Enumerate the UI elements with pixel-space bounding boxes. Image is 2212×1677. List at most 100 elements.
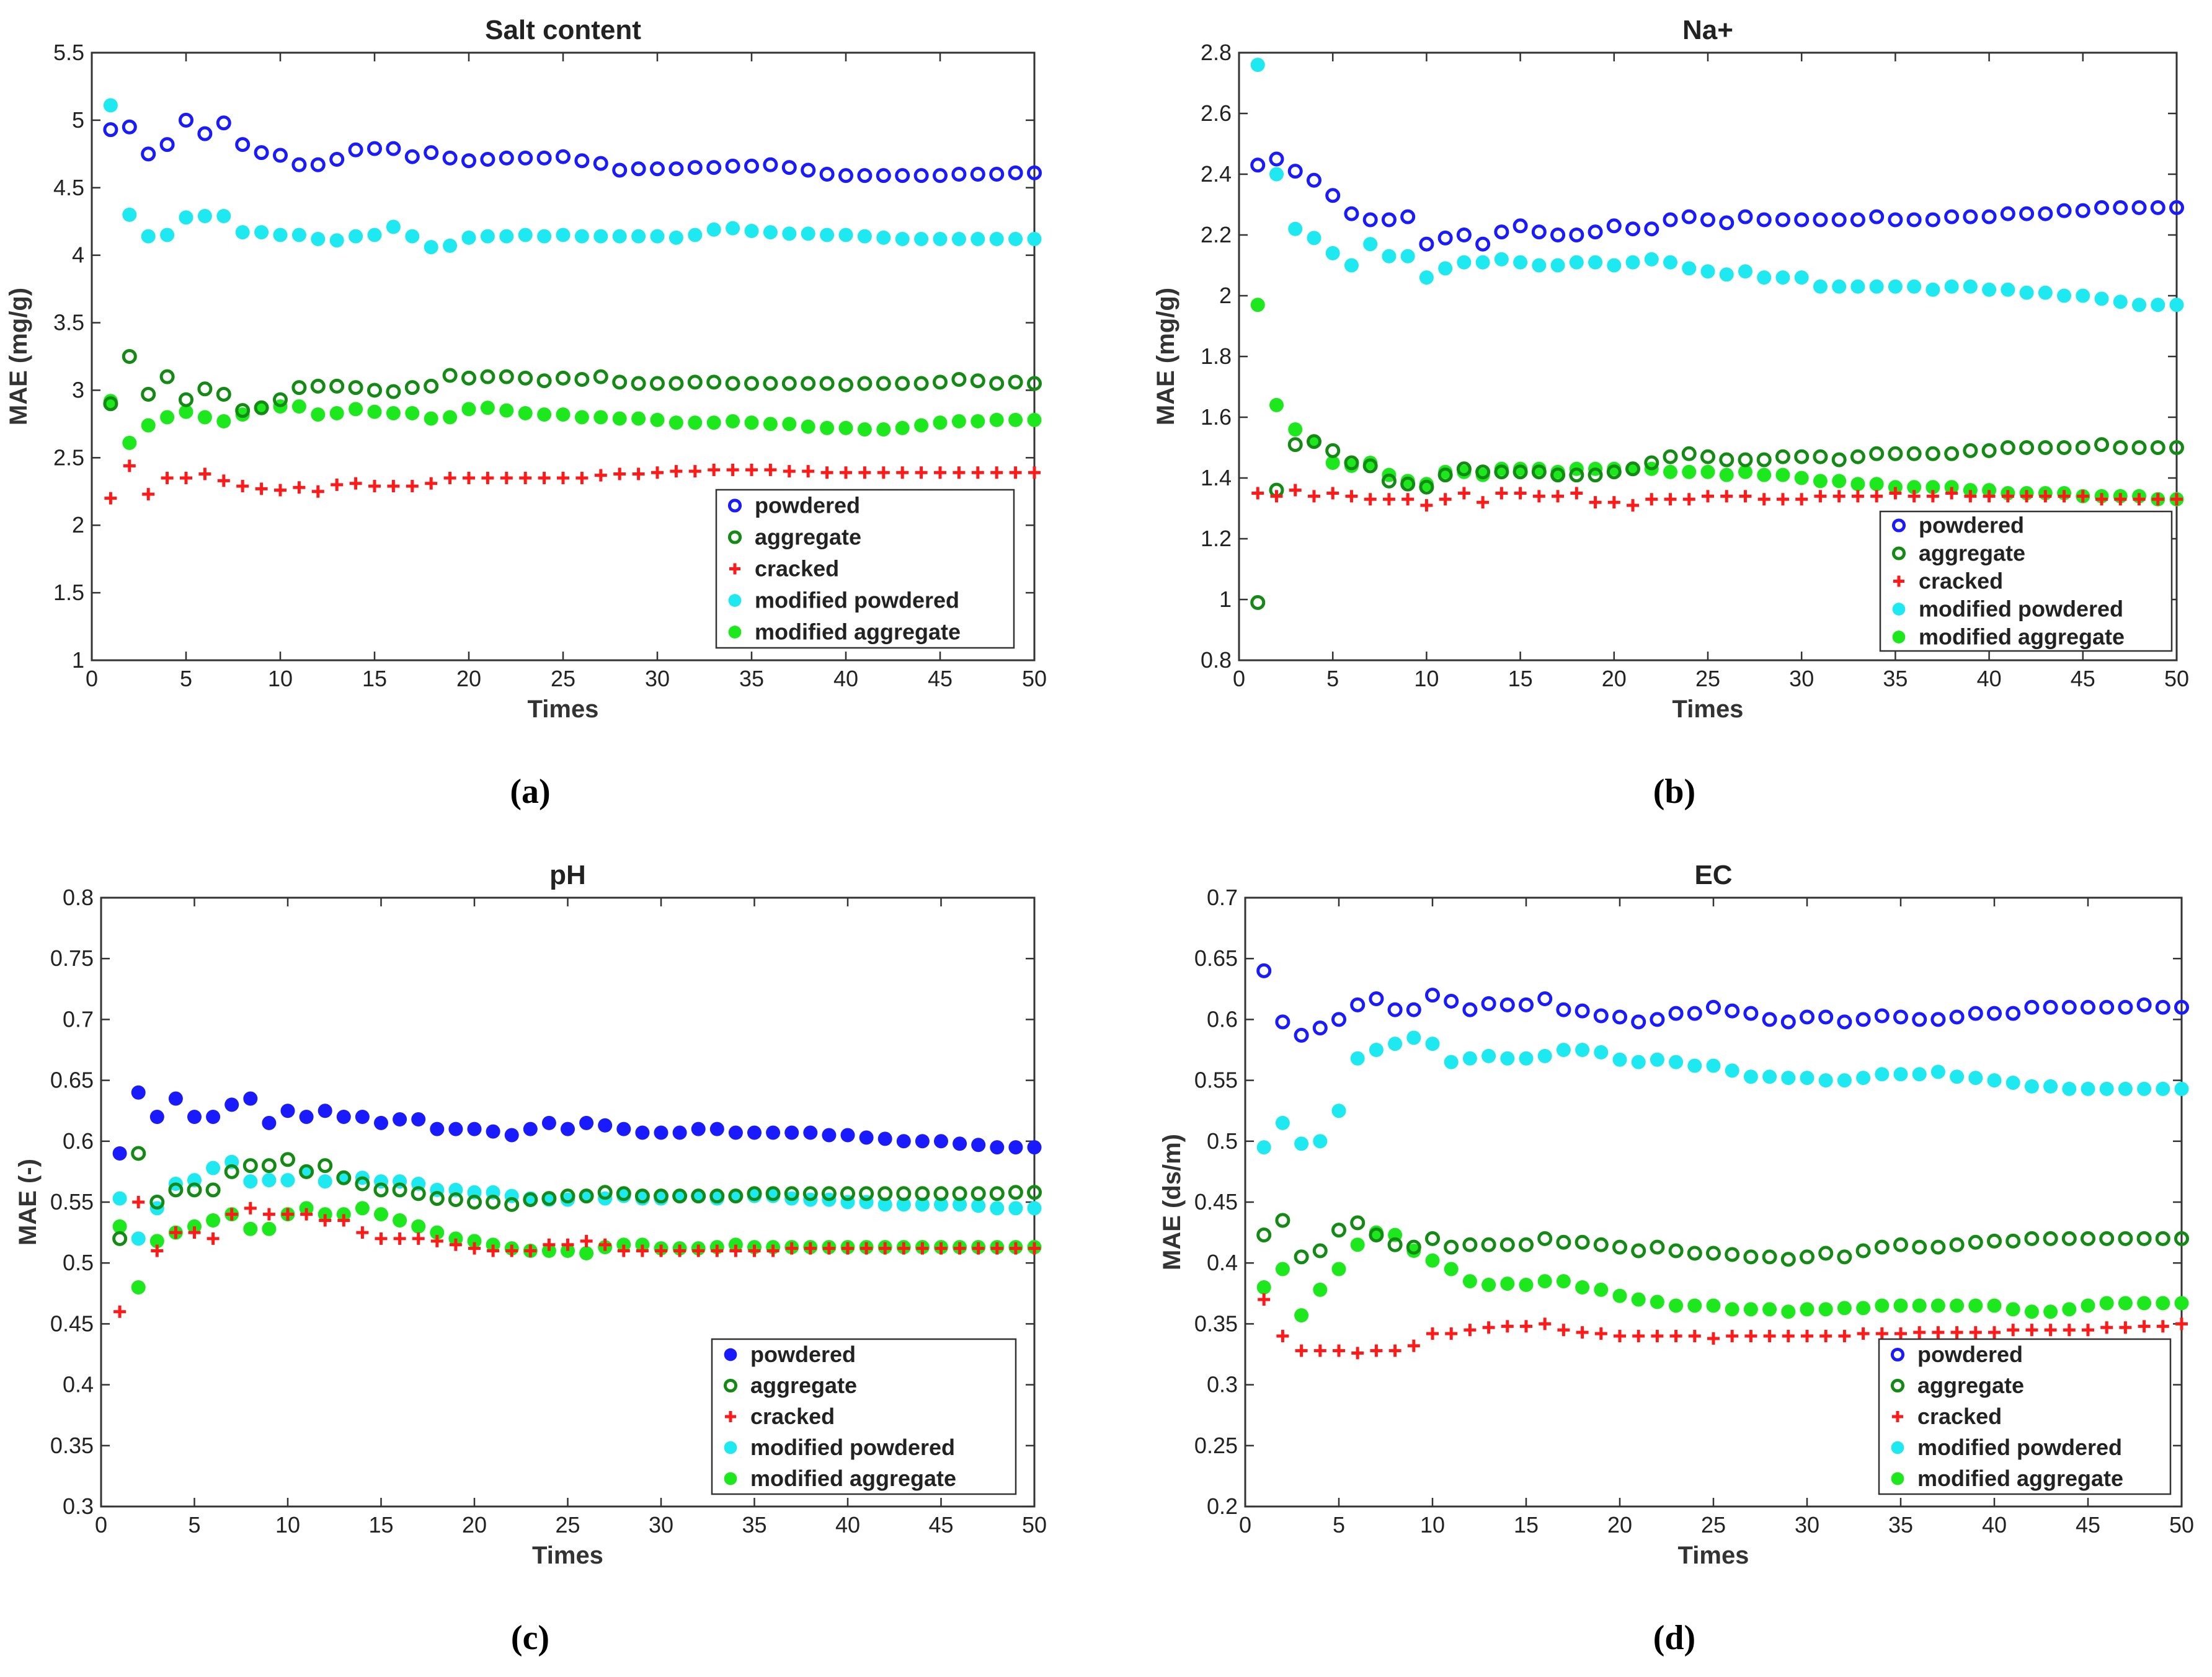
data-point — [989, 1186, 1005, 1201]
data-point — [2024, 999, 2040, 1015]
data-point — [1008, 1140, 1023, 1155]
x-tick-label: 25 — [551, 666, 575, 691]
data-point — [2024, 1304, 2039, 1319]
x-tick-label: 5 — [1333, 1512, 1345, 1538]
series-powdered — [1256, 963, 2189, 1043]
x-tick-label: 10 — [1420, 1512, 1445, 1538]
data-point — [461, 370, 476, 386]
data-point — [367, 141, 382, 156]
data-point — [952, 1186, 967, 1201]
data-point — [131, 1085, 146, 1100]
x-tick-label: 45 — [928, 1512, 953, 1538]
data-point — [149, 1110, 164, 1125]
legend-marker — [723, 1378, 738, 1393]
legend-marker — [724, 1472, 737, 1485]
x-tick-label: 50 — [2164, 666, 2189, 691]
data-point — [1908, 490, 1921, 503]
data-point — [336, 1110, 351, 1125]
data-point — [1027, 1140, 1042, 1155]
x-axis-label: Times — [1672, 696, 1744, 723]
data-point — [1537, 1231, 1553, 1246]
data-point — [293, 481, 306, 494]
data-point — [411, 1186, 426, 1201]
data-point — [915, 1197, 930, 1212]
data-point — [2174, 999, 2189, 1015]
data-point — [149, 1234, 164, 1249]
data-point — [2118, 1081, 2133, 1096]
data-point — [1719, 467, 1734, 482]
data-point — [580, 1234, 593, 1247]
data-point — [1800, 1009, 1814, 1025]
data-point — [1499, 1237, 1515, 1252]
data-point — [801, 162, 816, 178]
data-point — [424, 411, 438, 426]
x-tick-label: 45 — [2076, 1512, 2100, 1538]
data-point — [235, 137, 251, 153]
data-point — [537, 229, 552, 244]
data-point — [857, 168, 873, 184]
data-point — [1556, 1043, 1571, 1057]
data-point — [537, 407, 552, 422]
data-point — [2075, 440, 2090, 455]
data-point — [1438, 464, 1453, 479]
data-point — [972, 1242, 985, 1255]
data-point — [168, 1091, 183, 1106]
data-point — [179, 404, 193, 419]
legend-box — [1879, 510, 2173, 652]
data-point — [2151, 493, 2164, 506]
data-point — [541, 1191, 557, 1206]
data-point — [1837, 1249, 1852, 1265]
data-point — [481, 472, 494, 484]
data-point — [349, 229, 363, 244]
data-point — [1988, 1326, 2001, 1339]
data-point — [1907, 279, 1922, 294]
data-point — [168, 1182, 184, 1198]
data-point — [1663, 449, 1678, 464]
data-point — [1575, 1234, 1590, 1250]
y-tick-label: 2.4 — [1201, 161, 1232, 187]
data-point — [668, 415, 683, 430]
data-point — [1575, 1280, 1590, 1294]
data-point — [1981, 443, 1997, 458]
data-point — [990, 1201, 1005, 1216]
data-point — [1831, 212, 1847, 228]
data-point — [971, 1138, 986, 1153]
data-point — [1851, 490, 1864, 503]
data-point — [763, 417, 778, 431]
data-point — [1456, 461, 1472, 477]
data-point — [1008, 165, 1023, 180]
data-point — [1926, 490, 1939, 503]
data-point — [1369, 991, 1384, 1007]
data-point — [404, 380, 420, 396]
data-point — [1889, 487, 1902, 500]
data-point — [2038, 206, 2053, 221]
legend-entry: modified aggregate — [1919, 624, 2125, 650]
data-point — [765, 1186, 781, 1201]
data-point — [1627, 499, 1640, 512]
data-point — [2099, 1081, 2114, 1096]
x-tick-label: 45 — [928, 666, 953, 691]
data-point — [1400, 474, 1415, 489]
data-point — [1631, 1014, 1646, 1030]
data-point — [612, 229, 627, 244]
data-point — [1594, 1327, 1607, 1340]
data-point — [2114, 493, 2127, 506]
data-point — [687, 160, 703, 175]
data-point — [598, 1118, 613, 1133]
legend-entry: aggregate — [1919, 541, 2025, 566]
data-point — [225, 1208, 238, 1221]
data-point — [2094, 437, 2110, 453]
data-point — [2113, 440, 2128, 455]
data-point — [1763, 1330, 1776, 1343]
data-point — [1857, 1327, 1870, 1340]
y-tick-label: 0.8 — [63, 885, 94, 910]
data-point — [840, 1186, 855, 1201]
data-point — [1888, 212, 1903, 228]
data-point — [244, 1201, 257, 1215]
legend-entry: cracked — [755, 556, 839, 582]
data-point — [1382, 493, 1395, 506]
data-point — [448, 1192, 463, 1208]
data-point — [1650, 1052, 1664, 1067]
y-tick-label: 0.8 — [1201, 647, 1232, 673]
data-point — [560, 1188, 575, 1204]
